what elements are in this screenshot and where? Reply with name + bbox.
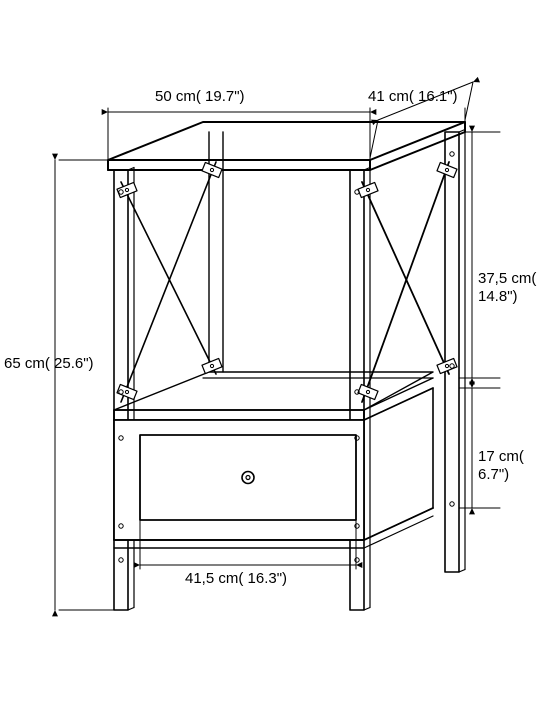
diagram-canvas: 50 cm( 19.7") 41 cm( 16.1") 65 cm( 25.6"… — [0, 0, 540, 720]
dim-width-label: 50 cm( 19.7") — [155, 88, 245, 105]
dim-drawerw-label: 41,5 cm( 16.3") — [185, 570, 287, 587]
dim-drawerh-label: 17 cm( 6.7") — [478, 448, 538, 484]
dim-depth-label: 41 cm( 16.1") — [368, 88, 458, 105]
dim-upper-label: 37,5 cm( 14.8") — [478, 270, 538, 306]
dim-height-label: 65 cm( 25.6") — [4, 355, 94, 372]
